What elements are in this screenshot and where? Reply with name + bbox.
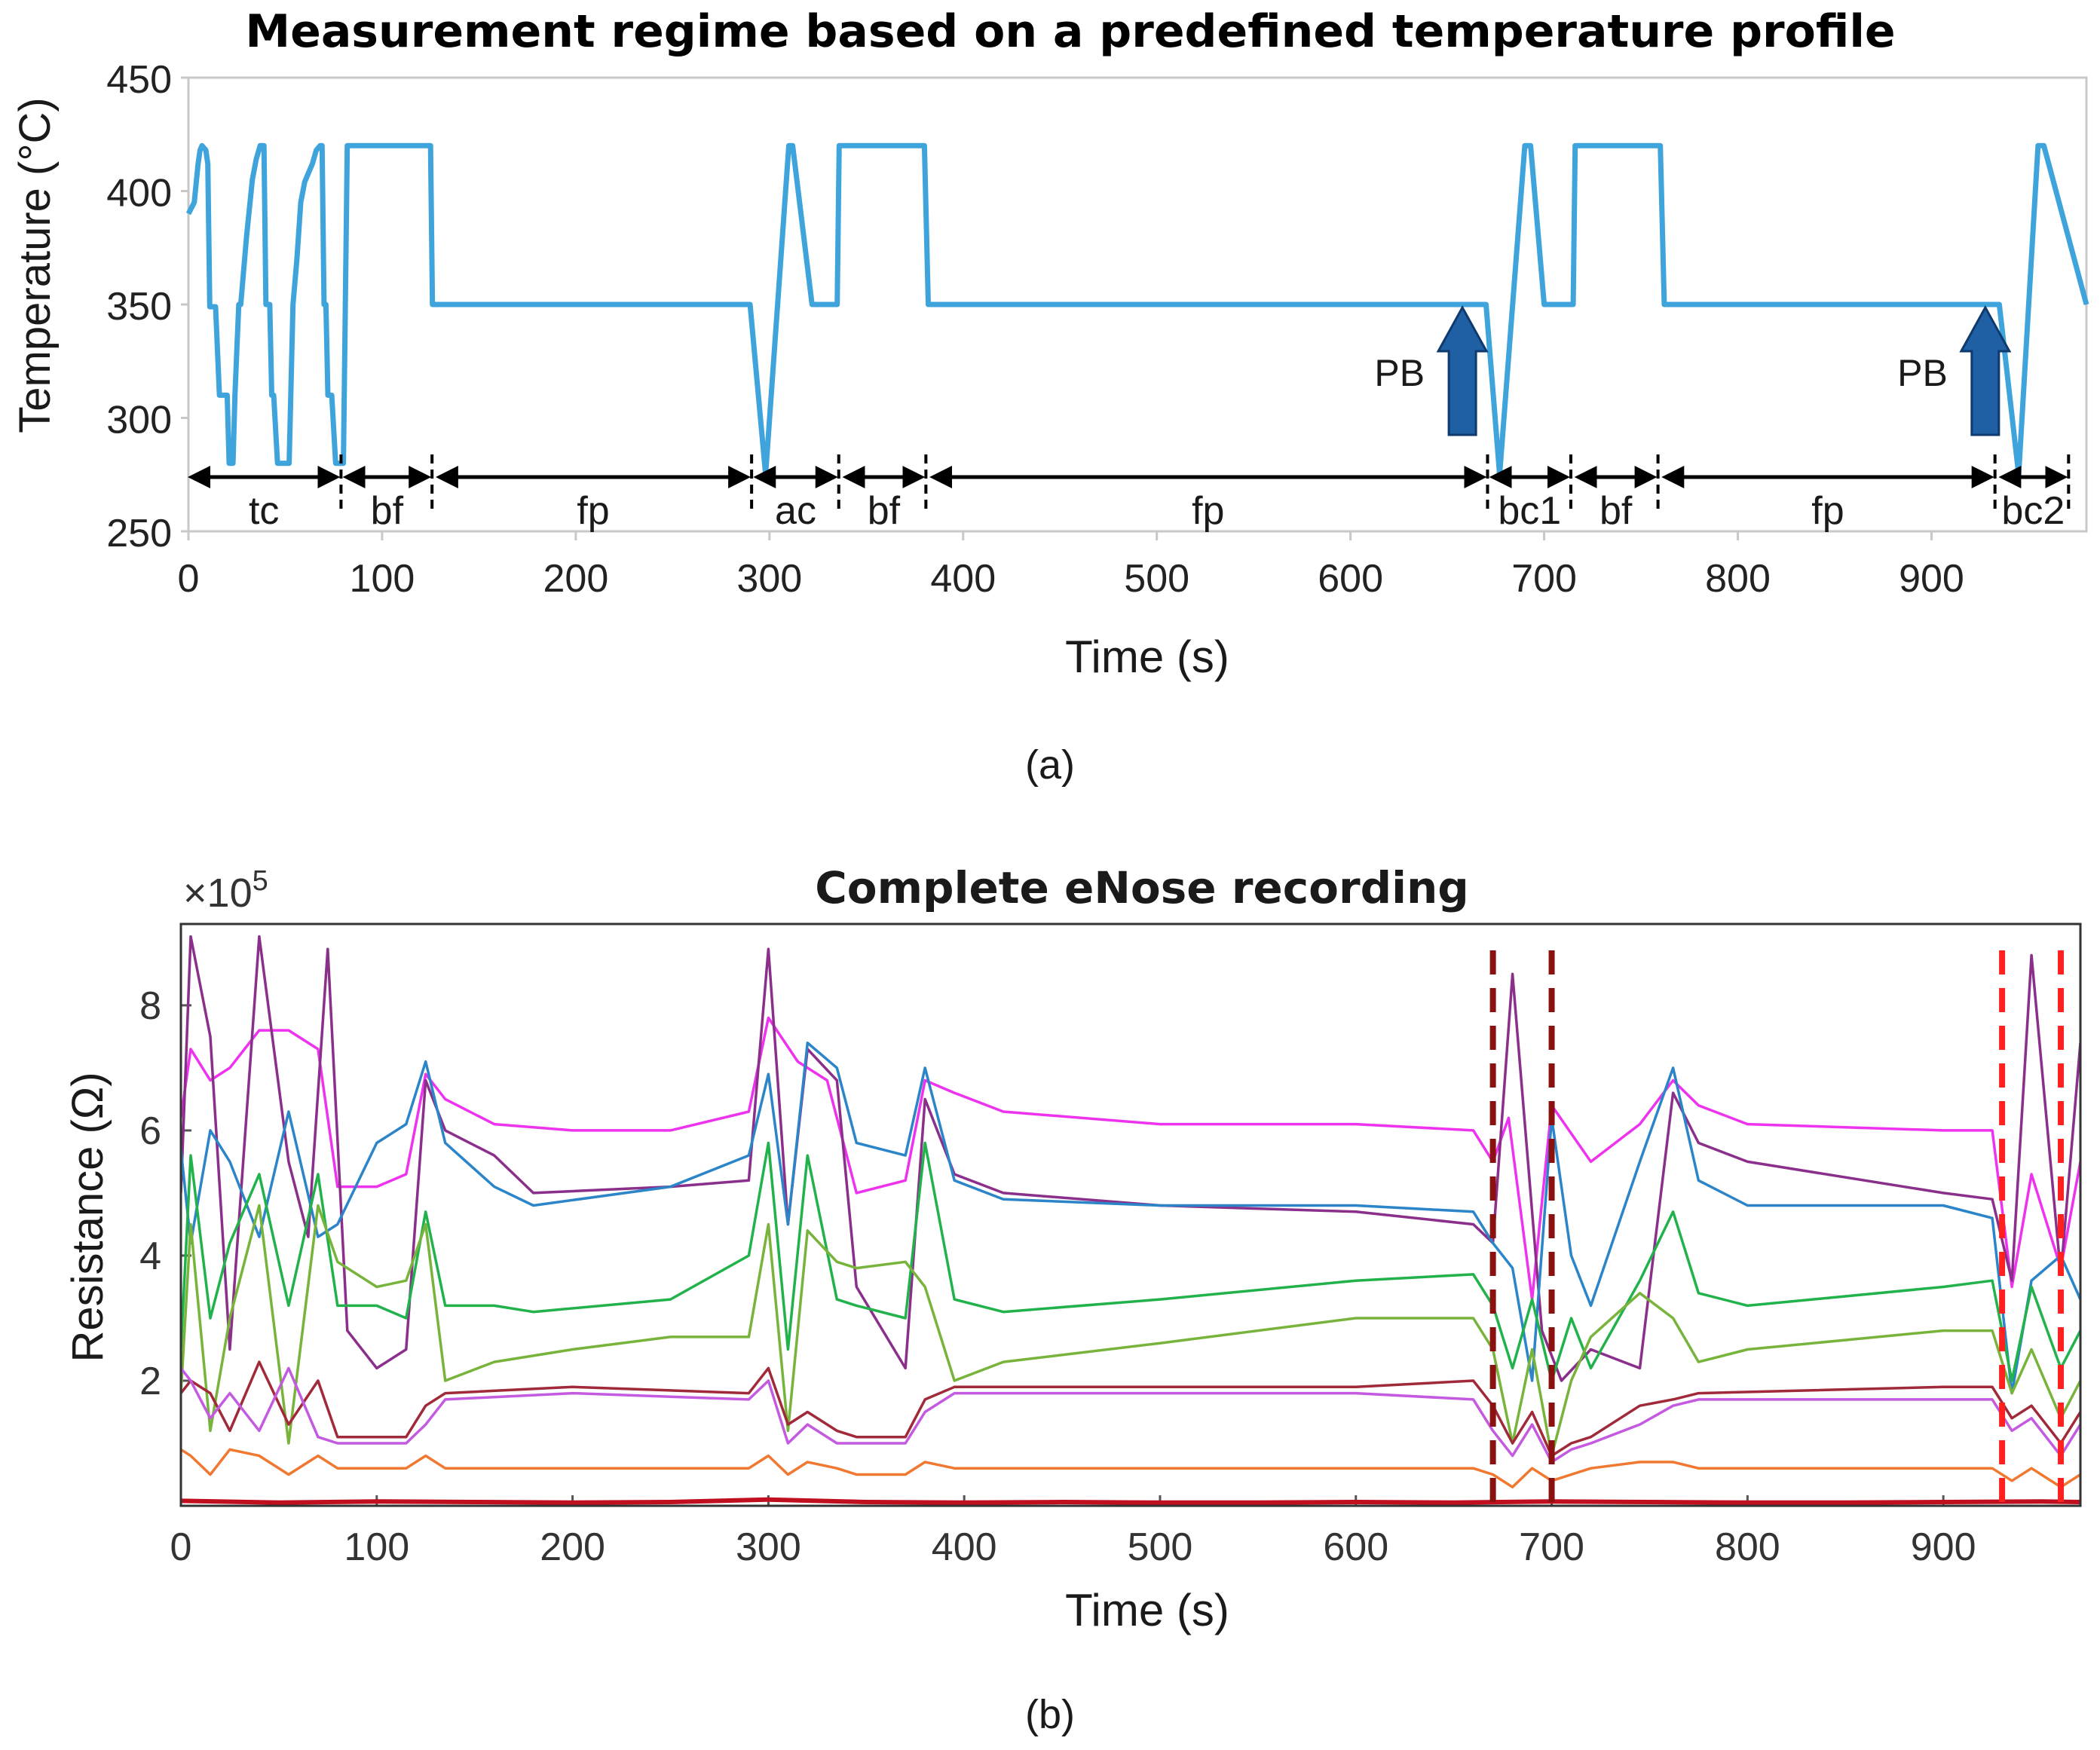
chart-b-ytick-label: 2 (139, 1360, 161, 1403)
chart-b-xtick-label: 800 (1715, 1525, 1780, 1569)
chart-b-exponent-power: 5 (253, 865, 268, 897)
chart-a-xtick-label: 400 (930, 557, 996, 601)
chart-a-series-temperature (185, 142, 2089, 478)
phase-label: bf (868, 489, 901, 533)
chart-b-series-sensor-purple (181, 935, 2080, 1382)
phase-label: tc (249, 489, 279, 533)
chart-a-plot: 250 300 350 400 450 0 100 200 300 400 500 600 700 800… (106, 58, 2089, 601)
phase-label: bc1 (1498, 489, 1561, 533)
chart-a-ylabel: Temperature (°C) (11, 97, 60, 433)
chart-b-background (181, 924, 2080, 1506)
chart-b-caption: (b) (1025, 1692, 1075, 1737)
chart-b-xtick-label: 600 (1323, 1525, 1388, 1569)
chart-b-series-sensor-baseline (181, 1497, 2080, 1505)
pb-arrow-icon (1436, 304, 1489, 436)
chart-b-ylabel: Resistance (Ω) (63, 1072, 112, 1362)
phase-label: fp (577, 489, 609, 533)
chart-a-ytick-label: 450 (106, 58, 172, 102)
chart-b-ytick-label: 8 (139, 984, 161, 1028)
chart-b-series-sensor-darkred (181, 1360, 2080, 1458)
chart-b-title: Complete eNose recording (815, 862, 1469, 913)
chart-a-ytick-label: 250 (106, 512, 172, 555)
chart-a-xtick-label: 0 (178, 557, 200, 601)
pb-label: PB (1374, 352, 1425, 394)
phase-label: bf (1599, 489, 1633, 533)
chart-b-xtick-label: 500 (1128, 1525, 1193, 1569)
chart-b-exponent-base: ×10 (183, 870, 253, 916)
phase-label: fp (1192, 489, 1224, 533)
chart-a-xtick-label: 200 (543, 557, 608, 601)
chart-b-xtick-label: 200 (540, 1525, 605, 1569)
chart-a-xtick-label: 500 (1124, 557, 1189, 601)
pb-label: PB (1897, 352, 1948, 394)
chart-a-caption: (a) (1025, 742, 1075, 788)
chart-b-xtick-label: 0 (170, 1525, 192, 1569)
chart-b-xtick-label: 300 (736, 1525, 801, 1569)
chart-b-xtick-label: 100 (344, 1525, 409, 1569)
chart-a-xtick-label: 600 (1318, 557, 1383, 601)
chart-b-series-sensor-orange (181, 1448, 2080, 1488)
chart-a-xlabel: Time (s) (1065, 632, 1229, 682)
chart-b-xlabel: Time (s) (1065, 1585, 1229, 1635)
phase-label: fp (1811, 489, 1844, 533)
chart-a-xtick-label: 300 (736, 557, 802, 601)
phase-label: bf (371, 489, 404, 533)
chart-b-xtick-label: 900 (1911, 1525, 1976, 1569)
chart-b-xtick-label: 700 (1519, 1525, 1584, 1569)
chart-a-xtick-label: 900 (1899, 557, 1964, 601)
chart-a-xtick-label: 100 (350, 557, 415, 601)
chart-a-ytick-label: 400 (106, 172, 172, 216)
chart-b-series-sensor-green (181, 1141, 2080, 1382)
chart-b-exponent: ×105 (183, 865, 268, 916)
chart-b-xtick-label: 400 (932, 1525, 997, 1569)
chart-b-plot: 2 4 6 8 0 100 200 300 400 500 600 700 800 900 (139, 922, 2082, 1569)
chart-a-xtick-label: 700 (1511, 557, 1577, 601)
chart-b-series-sensor-olive (181, 1204, 2080, 1458)
chart-b-series-sensor-magenta (181, 1016, 2080, 1301)
pb-arrow-icon (1959, 304, 2012, 436)
chart-b-series-sensor-violet (181, 1366, 2080, 1464)
chart-a-ytick-label: 300 (106, 399, 172, 442)
phase-label: ac (775, 489, 816, 533)
phase-label: bc2 (2001, 489, 2065, 533)
chart-a-ytick-label: 350 (106, 285, 172, 329)
chart-a-xtick-label: 800 (1705, 557, 1771, 601)
chart-b-series-group (181, 935, 2080, 1505)
chart-a-title: Measurement regime based on a predefined… (245, 5, 1895, 58)
chart-b-ytick-label: 6 (139, 1109, 161, 1153)
chart-b-frame (179, 922, 2082, 1507)
chart-b-series-sensor-blue (181, 1041, 2080, 1395)
chart-b-ytick-label: 4 (139, 1234, 161, 1278)
